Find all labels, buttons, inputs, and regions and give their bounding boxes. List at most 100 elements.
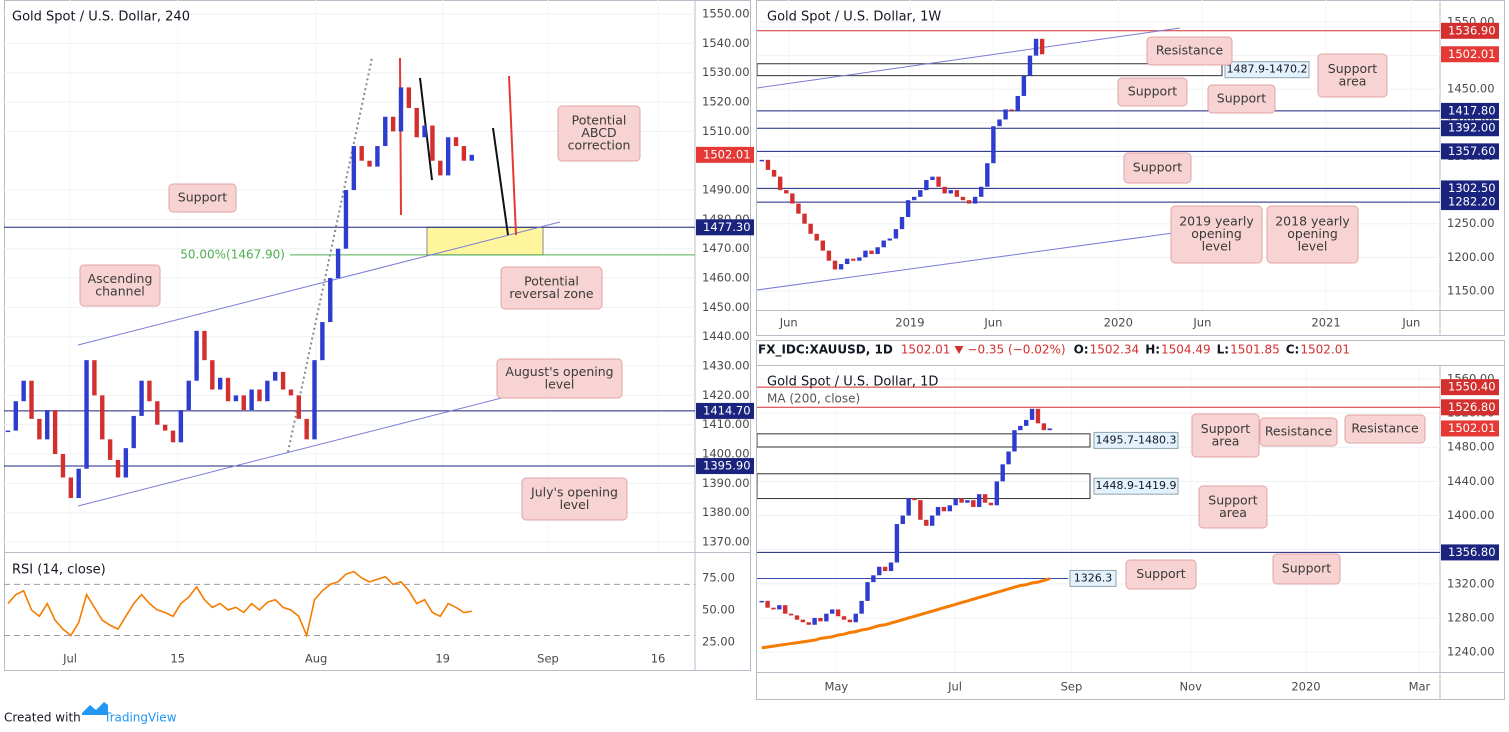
candle	[911, 196, 917, 201]
drawing	[757, 27, 1181, 89]
y-tick-label: 1460.00	[702, 271, 750, 285]
candle	[52, 410, 58, 455]
callout: Support	[1125, 559, 1197, 590]
y-tick-label: 1250.00	[1447, 216, 1495, 230]
candle	[92, 360, 97, 396]
zone-label: 1448.9-1419.9	[1093, 477, 1179, 495]
drawing	[757, 231, 1181, 291]
ohlc-key: L:	[1217, 343, 1229, 357]
y-tick-label: 25.00	[702, 634, 735, 648]
candle	[1041, 423, 1047, 431]
candle	[818, 617, 823, 622]
candle	[835, 609, 841, 617]
x-tick-label: Sep	[1061, 680, 1083, 694]
callout-box	[500, 266, 603, 310]
candle	[1009, 109, 1014, 111]
callout-text: August's opening	[505, 364, 613, 379]
candle	[257, 389, 262, 402]
level-label-box	[696, 402, 754, 419]
header-close: 1502.01	[901, 343, 951, 357]
zone-label-box	[1093, 477, 1179, 495]
candle	[37, 418, 42, 440]
candle	[759, 159, 765, 162]
candle	[783, 605, 788, 614]
candle	[139, 380, 144, 416]
candle	[924, 519, 929, 526]
candle	[808, 223, 813, 234]
candle	[390, 116, 396, 132]
callout-box	[1259, 417, 1338, 447]
candle	[888, 562, 894, 572]
candle	[929, 515, 935, 526]
callout-text: Potential	[572, 113, 627, 128]
drawing	[508, 75, 517, 236]
level-label: 1357.60	[1448, 144, 1496, 158]
callout: Support	[1117, 77, 1188, 107]
callout-box	[557, 105, 641, 162]
callout-box	[1191, 413, 1260, 458]
candle	[1024, 419, 1029, 426]
callout: Resistance	[1259, 417, 1338, 447]
callout-text: ABCD	[581, 125, 616, 140]
candle	[359, 146, 364, 161]
ohlc-value: 1502.01	[1300, 343, 1350, 357]
candle	[422, 125, 427, 138]
candle	[84, 360, 89, 469]
support-label-box	[1069, 569, 1117, 587]
candle	[312, 360, 317, 440]
y-tick-label: 1540.00	[702, 36, 750, 50]
zone-label-text: 1448.9-1419.9	[1096, 479, 1177, 492]
candle	[1033, 38, 1039, 56]
x-tick-label: May	[824, 680, 848, 694]
callout-text: opening	[1191, 226, 1242, 241]
level-label-box	[696, 458, 754, 475]
candle	[1021, 75, 1027, 96]
zone-label: 1495.7-1480.3	[1093, 431, 1179, 449]
candle	[924, 180, 929, 191]
candle	[265, 380, 270, 402]
last-price-box	[1441, 46, 1499, 63]
candle	[826, 250, 832, 261]
ohlc-key: H:	[1145, 343, 1160, 357]
callout-text: Support	[1328, 61, 1378, 76]
support-area	[757, 473, 1091, 500]
candle	[469, 154, 474, 161]
level-label-box	[1441, 180, 1499, 197]
candle	[60, 454, 66, 478]
support-area	[757, 433, 1091, 448]
callout-text: correction	[568, 138, 631, 153]
candle	[784, 190, 789, 194]
last-price-box	[1441, 420, 1499, 437]
candle	[985, 163, 990, 187]
candle	[918, 190, 923, 197]
candle	[273, 371, 278, 381]
callout-text: Potential	[524, 273, 579, 288]
level-label: 1302.50	[1448, 181, 1496, 195]
callout-text: Resistance	[1351, 421, 1419, 436]
y-tick-label: 1440.00	[702, 329, 750, 343]
callout-text: level	[560, 497, 590, 512]
candle	[830, 609, 835, 614]
callout-text: Support	[1133, 160, 1183, 175]
candle	[812, 617, 817, 625]
brand-name: TradingView	[103, 711, 177, 725]
plot-area	[757, 0, 1440, 310]
zone-label-box	[1093, 431, 1179, 449]
candle	[771, 169, 777, 177]
candle	[959, 498, 964, 503]
x-tick-label: 16	[651, 652, 666, 666]
callout-box	[1266, 205, 1359, 264]
candle	[935, 506, 941, 516]
candle	[320, 322, 325, 361]
symbol: FX_IDC:XAUUSD, 1D	[758, 343, 893, 358]
candle	[406, 87, 412, 108]
level-label: 1282.20	[1448, 195, 1496, 209]
candle	[351, 146, 357, 191]
y-tick-label: 1320.00	[1447, 576, 1495, 590]
candle	[838, 264, 844, 270]
candle	[988, 502, 994, 506]
